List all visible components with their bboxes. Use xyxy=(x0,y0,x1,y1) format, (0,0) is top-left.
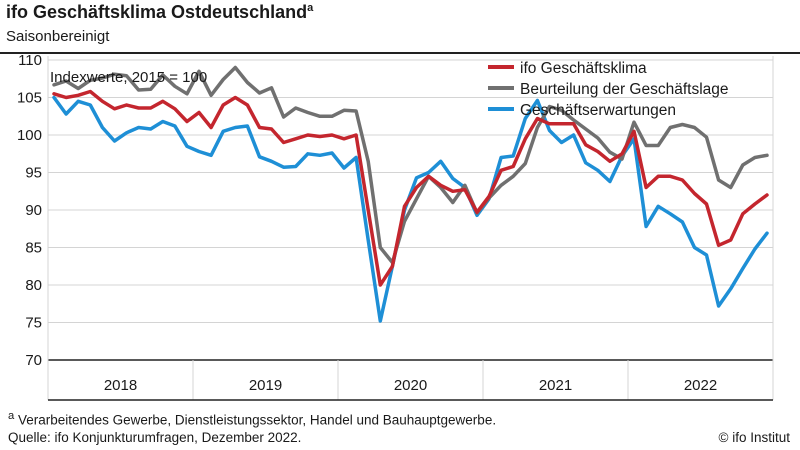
y-tick-label: 105 xyxy=(17,90,42,107)
series-lines xyxy=(52,65,769,323)
y-tick-label: 110 xyxy=(18,52,42,69)
x-tick-label: 2022 xyxy=(684,377,717,394)
copyright: © ifo Institut xyxy=(718,430,790,445)
y-tick-label: 70 xyxy=(25,352,42,369)
y-axis-labels: 70 75 80 85 90 95 100 105 110 xyxy=(17,52,42,369)
x-axis: 2018 2019 2020 2021 2022 xyxy=(47,56,774,401)
header-rule xyxy=(0,52,800,54)
y-tick-label: 90 xyxy=(25,202,42,219)
legend-label: ifo Geschäftsklima xyxy=(520,60,647,77)
title-footnote-marker: a xyxy=(307,2,314,14)
legend-label: Geschäftserwartungen xyxy=(520,102,676,119)
x-tick-label: 2019 xyxy=(249,377,282,394)
chart-title: ifo Geschäftsklima Ostdeutschlanda xyxy=(6,2,313,23)
y-tick-label: 100 xyxy=(17,127,42,144)
index-annotation: Indexwerte, 2015 = 100 xyxy=(50,69,207,86)
x-tick-label: 2018 xyxy=(104,377,137,394)
x-tick-label: 2021 xyxy=(539,377,572,394)
footnote-text: Verarbeitendes Gewerbe, Dienstleistungss… xyxy=(14,412,497,428)
chart-subtitle: Saisonbereinigt xyxy=(6,28,110,45)
legend: ifo Geschäftsklima Beurteilung der Geschä… xyxy=(488,60,729,119)
x-tick-label: 2020 xyxy=(394,377,427,394)
y-tick-label: 85 xyxy=(25,240,42,257)
footnote-marker: a xyxy=(8,410,15,422)
series-line xyxy=(52,65,769,265)
chart-title-text: ifo Geschäftsklima Ostdeutschland xyxy=(6,2,308,22)
footnote: a Verarbeitendes Gewerbe, Dienstleistung… xyxy=(8,410,496,428)
y-tick-label: 80 xyxy=(25,277,42,294)
y-tick-label: 75 xyxy=(25,315,42,332)
series-line xyxy=(52,89,769,287)
y-tick-label: 95 xyxy=(25,165,42,182)
legend-label: Beurteilung der Geschäftslage xyxy=(520,81,729,98)
source-note: Quelle: ifo Konjunkturumfragen, Dezember… xyxy=(8,430,302,445)
